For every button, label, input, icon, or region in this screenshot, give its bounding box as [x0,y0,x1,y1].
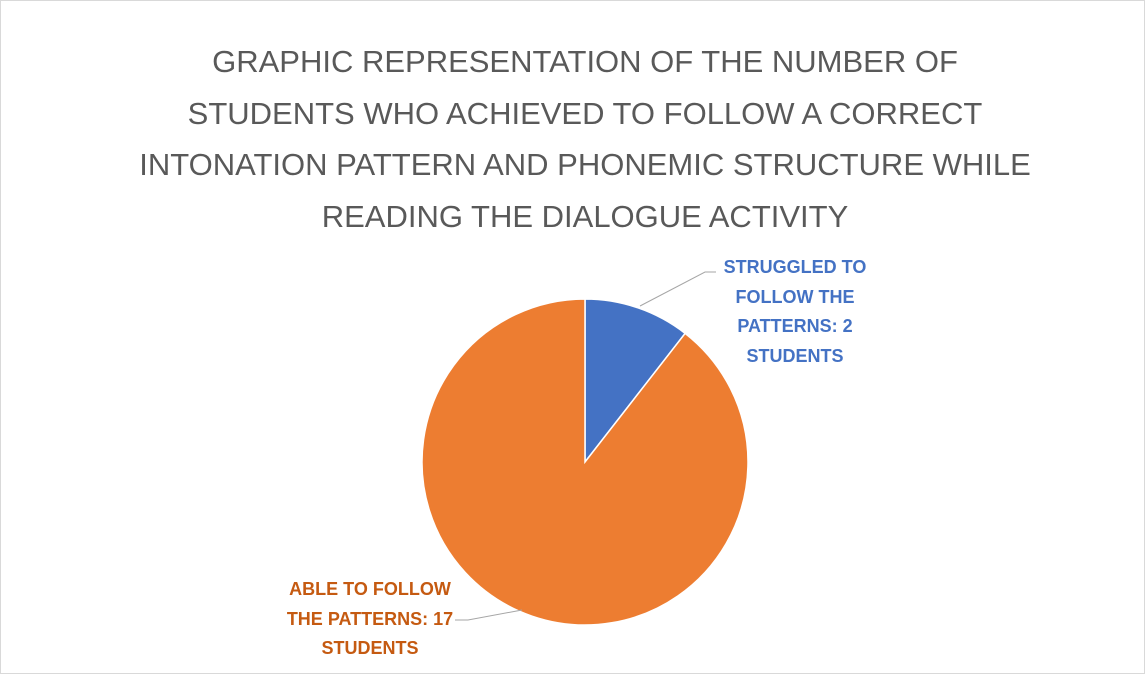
pie-slice [421,298,749,626]
chart-title: GRAPHIC REPRESENTATION OF THE NUMBER OF … [139,44,1031,234]
pie-slice [584,298,687,465]
data-label: STRUGGLED TO FOLLOW THE PATTERNS: 2 STUD… [723,257,867,366]
leader-line [639,271,716,307]
leader-line [455,609,523,621]
data-label: ABLE TO FOLLOW THE PATTERNS: 17 STUDENTS [286,579,454,658]
